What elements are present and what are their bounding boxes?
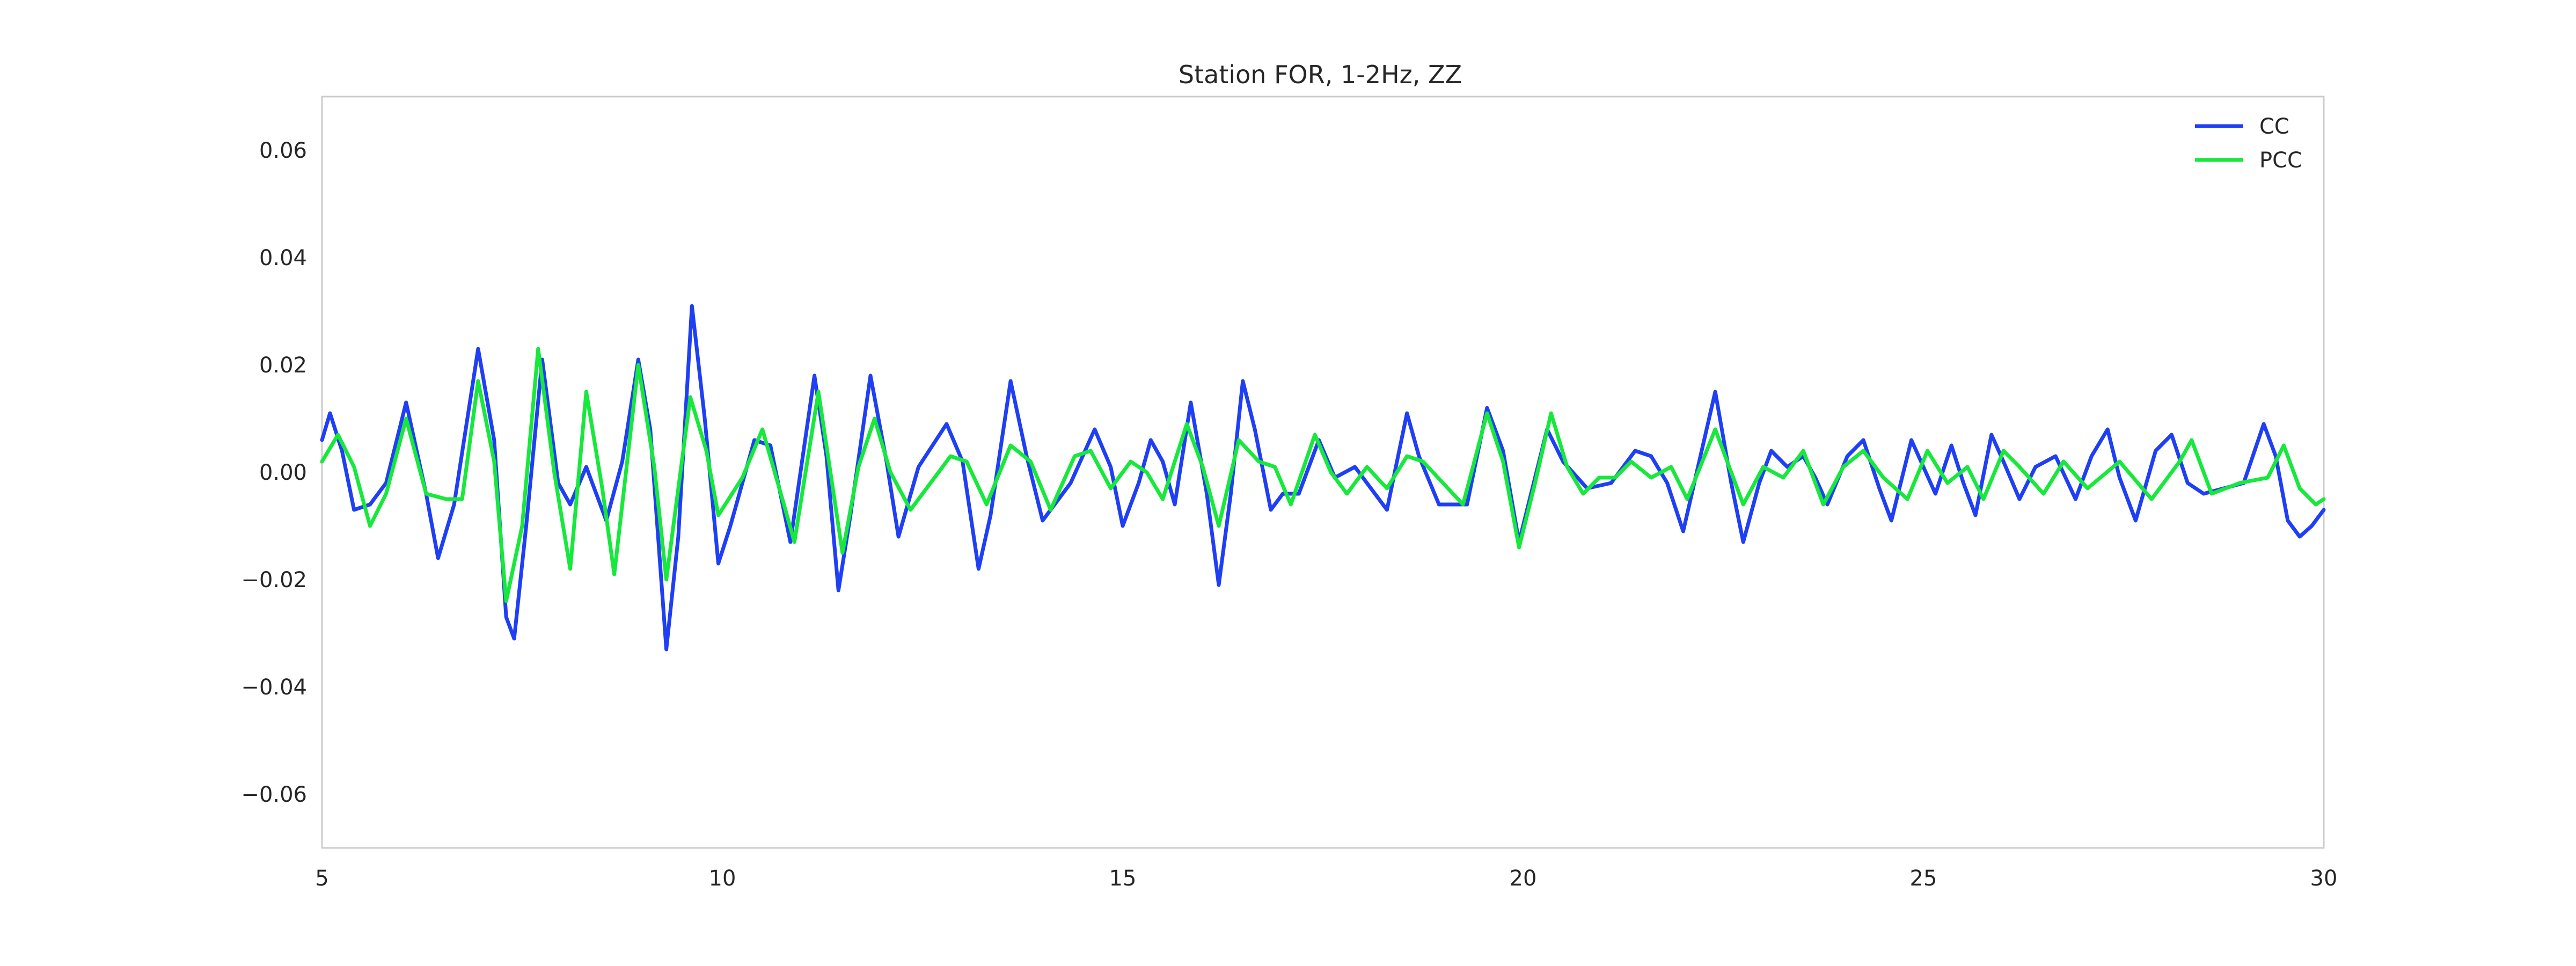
x-tick-label: 5	[315, 866, 328, 891]
y-axis-ticks: −0.06 −0.04 −0.02 0.00 0.02 0.04 0.06	[241, 138, 307, 807]
legend-label-cc: CC	[2259, 114, 2289, 139]
series-line-pcc	[320, 347, 2326, 603]
x-axis-ticks: 5 10 15 20 25 30	[315, 866, 2337, 891]
y-tick-label: 0.04	[259, 246, 307, 270]
series-line-cc	[320, 304, 2326, 652]
x-tick-label: 15	[1109, 866, 1137, 891]
legend: CC PCC	[2195, 114, 2302, 173]
x-tick-label: 10	[709, 866, 736, 891]
chart-title: Station FOR, 1-2Hz, ZZ	[1179, 60, 1462, 89]
x-tick-label: 25	[1910, 866, 1937, 891]
axes-frame	[321, 96, 2325, 849]
y-tick-label: −0.02	[241, 568, 307, 592]
y-tick-label: −0.04	[241, 675, 307, 700]
x-tick-label: 30	[2310, 866, 2338, 891]
plot-area	[321, 96, 2325, 849]
y-tick-label: 0.02	[259, 353, 307, 378]
y-tick-label: 0.06	[259, 138, 307, 163]
series-layer	[320, 304, 2326, 652]
x-tick-label: 20	[1510, 866, 1537, 891]
legend-label-pcc: PCC	[2259, 148, 2302, 173]
y-tick-label: −0.06	[241, 782, 307, 807]
y-tick-label: 0.00	[259, 460, 307, 485]
